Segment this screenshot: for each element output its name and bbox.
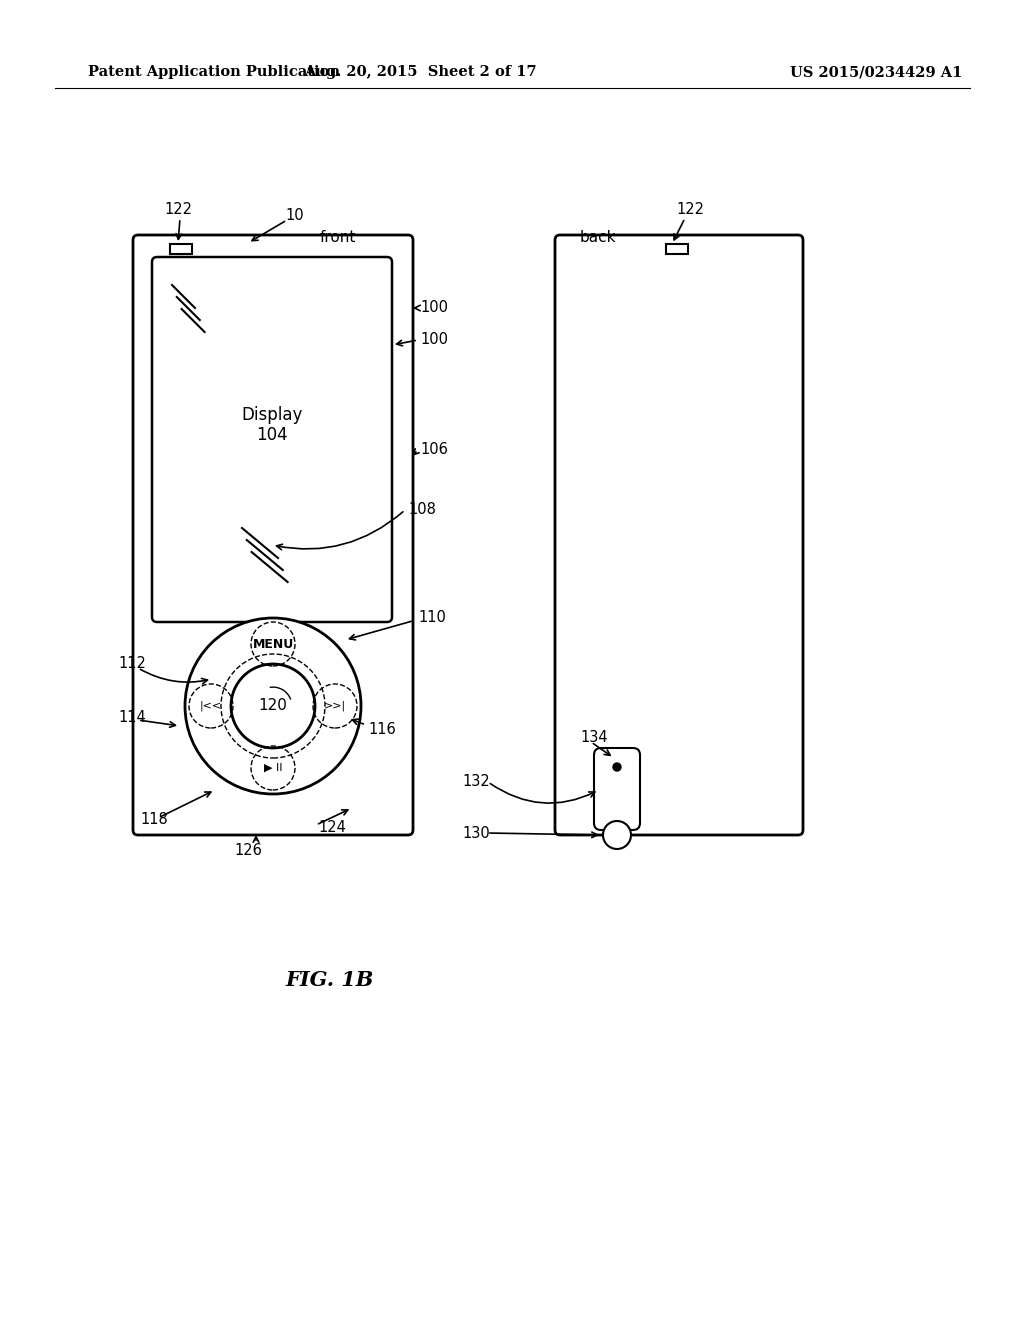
Circle shape — [231, 664, 315, 748]
Text: 100: 100 — [420, 333, 449, 347]
Text: front: front — [319, 231, 356, 246]
Text: 112: 112 — [118, 656, 145, 671]
Text: back: back — [580, 231, 616, 246]
Text: 108: 108 — [408, 503, 436, 517]
Text: 106: 106 — [420, 442, 447, 458]
Text: Patent Application Publication: Patent Application Publication — [88, 65, 340, 79]
Text: 130: 130 — [462, 825, 489, 841]
Text: 110: 110 — [418, 610, 445, 626]
Text: >>|: >>| — [324, 701, 346, 711]
Text: 134: 134 — [580, 730, 607, 746]
Text: 118: 118 — [140, 813, 168, 828]
Text: 116: 116 — [368, 722, 395, 738]
Text: 114: 114 — [118, 710, 145, 726]
Text: US 2015/0234429 A1: US 2015/0234429 A1 — [790, 65, 963, 79]
Bar — [170, 244, 193, 253]
Bar — [666, 244, 688, 253]
Circle shape — [613, 763, 621, 771]
Text: ▶ II: ▶ II — [264, 763, 283, 774]
FancyBboxPatch shape — [594, 748, 640, 830]
Circle shape — [603, 821, 631, 849]
Text: 10: 10 — [286, 207, 304, 223]
Text: 100: 100 — [420, 301, 449, 315]
Text: 122: 122 — [676, 202, 705, 218]
Text: 126: 126 — [234, 843, 262, 858]
Text: MENU: MENU — [252, 638, 294, 651]
FancyBboxPatch shape — [555, 235, 803, 836]
Text: |<<: |<< — [200, 701, 222, 711]
FancyBboxPatch shape — [133, 235, 413, 836]
Text: 122: 122 — [164, 202, 193, 218]
Circle shape — [185, 618, 361, 795]
Text: 120: 120 — [259, 698, 288, 714]
FancyBboxPatch shape — [152, 257, 392, 622]
Text: FIG. 1B: FIG. 1B — [286, 970, 374, 990]
Text: 124: 124 — [318, 821, 346, 836]
Text: 132: 132 — [462, 775, 489, 789]
Text: Aug. 20, 2015  Sheet 2 of 17: Aug. 20, 2015 Sheet 2 of 17 — [304, 65, 537, 79]
Text: 104: 104 — [256, 426, 288, 444]
Text: Display: Display — [242, 407, 303, 424]
